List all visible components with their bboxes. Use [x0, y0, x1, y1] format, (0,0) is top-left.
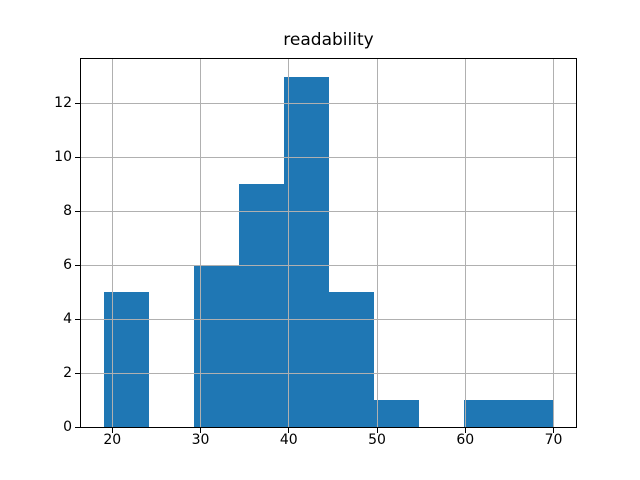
x-tick-label: 40	[279, 432, 298, 448]
gridline-vertical	[553, 59, 554, 427]
y-tick-mark	[75, 426, 80, 428]
x-tick-label: 20	[103, 432, 122, 448]
gridline-horizontal	[81, 318, 576, 320]
gridline-horizontal	[81, 372, 576, 374]
y-tick-mark	[75, 210, 80, 212]
x-tick-mark	[111, 428, 113, 433]
y-tick-mark	[75, 318, 80, 320]
y-tick-mark	[75, 372, 80, 374]
histogram-bar	[373, 400, 419, 427]
y-tick-mark	[75, 102, 80, 104]
gridline-vertical	[111, 59, 113, 427]
gridline-vertical	[288, 59, 290, 427]
gridline-horizontal	[81, 156, 576, 158]
y-tick-mark	[75, 264, 80, 266]
x-tick-mark	[464, 428, 466, 433]
gridline-vertical	[200, 59, 202, 427]
histogram-bar	[328, 292, 374, 427]
histogram-bar	[103, 292, 149, 427]
histogram-bar	[463, 400, 509, 427]
gridline-horizontal	[81, 102, 576, 104]
x-tick-mark	[288, 428, 290, 433]
x-tick-mark	[376, 428, 378, 433]
gridline-horizontal	[81, 210, 576, 212]
x-tick-label: 50	[368, 432, 386, 448]
x-tick-mark	[553, 428, 554, 433]
plot-area: 20 30 40 50 60 70 0 2 4 6 8 10 12	[54, 58, 577, 447]
y-tick-label: 4	[63, 311, 72, 328]
y-tick-label: 12	[54, 95, 72, 112]
x-tick-label: 30	[191, 432, 210, 448]
y-tick-label: 6	[63, 257, 72, 274]
x-tick-label: 70	[544, 432, 563, 448]
y-tick-mark	[75, 156, 80, 158]
y-tick-label: 2	[63, 365, 72, 382]
y-tick-label: 10	[54, 149, 72, 166]
x-tick-label: 60	[456, 432, 475, 448]
gridline-vertical	[376, 59, 378, 427]
gridline-horizontal	[81, 264, 576, 266]
chart-title: readability	[283, 30, 374, 50]
y-tick-label: 8	[63, 203, 72, 220]
histogram-bar	[508, 400, 554, 427]
gridline-vertical	[464, 59, 466, 427]
y-tick-label: 0	[63, 419, 72, 435]
histogram-bar	[283, 76, 329, 427]
histogram-bar	[238, 184, 284, 427]
x-tick-mark	[200, 428, 202, 433]
